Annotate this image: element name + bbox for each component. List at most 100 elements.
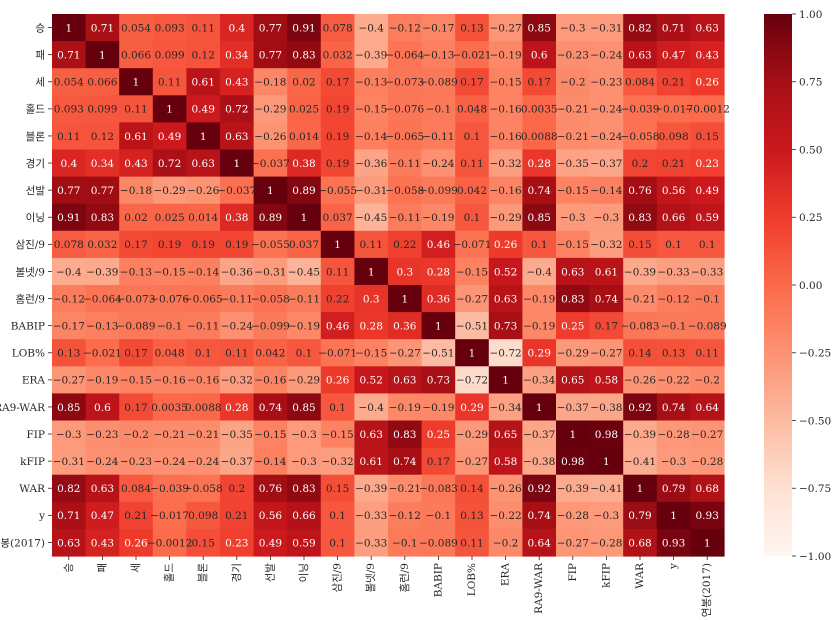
heatmap-cell <box>656 528 691 557</box>
cell-value-label: 0.56 <box>259 510 283 522</box>
cell-value-label: −0.22 <box>490 510 522 522</box>
heatmap-cell <box>119 447 154 476</box>
heatmap-cell <box>52 149 87 178</box>
heatmap-cell <box>589 285 624 313</box>
heatmap-cell <box>152 393 187 422</box>
heatmap-cell <box>690 149 725 178</box>
cell-value-label: 0.47 <box>91 510 114 522</box>
cell-value-label: −0.14 <box>187 266 219 278</box>
cell-value-label: −0.3 <box>291 456 317 468</box>
heatmap-cell <box>522 420 557 449</box>
heatmap-cell <box>320 41 355 69</box>
heatmap-cell <box>690 176 725 205</box>
cell-value-label: −0.099 <box>251 320 290 332</box>
cell-value-label: 0.71 <box>662 22 685 34</box>
heatmap-cell <box>119 41 154 69</box>
cell-value-label: −0.19 <box>523 293 555 305</box>
cell-value-label: −0.3 <box>560 22 586 34</box>
heatmap-cell <box>287 122 322 151</box>
cell-value-label: 0.25 <box>427 429 450 441</box>
cell-value-label: −0.32 <box>590 239 622 251</box>
cell-value-label: 0.14 <box>628 348 652 360</box>
heatmap-cell <box>656 41 691 69</box>
heatmap-cell <box>623 122 658 151</box>
heatmap-cell <box>85 41 120 69</box>
cell-value-label: −0.27 <box>691 429 723 441</box>
cell-value-label: 0.26 <box>124 537 148 549</box>
cell-value-label: −0.039 <box>621 104 660 116</box>
heatmap-cell <box>85 501 120 530</box>
cell-value-label: 0.82 <box>628 22 651 34</box>
heatmap-cell <box>388 312 423 340</box>
cell-value-label: 0.14 <box>460 483 484 495</box>
heatmap-cell <box>119 393 154 422</box>
heatmap-cell <box>354 95 389 123</box>
heatmap-cell <box>186 41 221 69</box>
heatmap-cell <box>589 366 624 394</box>
cell-value-label: −0.15 <box>355 104 387 116</box>
cell-value-label: −0.15 <box>120 375 152 387</box>
cell-value-label: 0.037 <box>289 239 319 251</box>
colorbar-tick-label: −1.00 <box>799 551 831 563</box>
y-tick-label: 경기 <box>26 157 45 170</box>
heatmap-cell <box>85 14 120 42</box>
cell-value-label: 1 <box>334 239 341 251</box>
cell-value-label: −0.16 <box>187 375 219 387</box>
cell-value-label: 1 <box>99 49 106 61</box>
cell-value-label: −0.34 <box>523 375 555 387</box>
heatmap-cell <box>220 122 255 151</box>
heatmap-cell <box>220 230 255 259</box>
cell-value-label: −0.13 <box>120 266 152 278</box>
cell-value-label: 0.26 <box>696 77 720 89</box>
heatmap-cell <box>354 285 389 313</box>
heatmap-cell <box>388 149 423 178</box>
cell-value-label: 0.1 <box>464 131 481 143</box>
cell-value-label: −0.19 <box>490 49 522 61</box>
heatmap-cell <box>253 41 288 69</box>
cell-value-label: −0.064 <box>83 293 122 305</box>
heatmap-cell <box>589 312 624 340</box>
cell-value-label: −0.15 <box>154 266 186 278</box>
cell-value-label: −0.24 <box>187 456 219 468</box>
heatmap-cell <box>320 339 355 367</box>
cell-value-label: −0.39 <box>624 266 656 278</box>
cell-value-label: −0.083 <box>419 483 458 495</box>
heatmap-cell <box>186 420 221 449</box>
cell-value-label: 0.032 <box>323 49 353 61</box>
cell-value-label: −0.29 <box>456 429 488 441</box>
cell-value-label: −0.15 <box>557 185 589 197</box>
cell-value-label: −0.35 <box>221 429 253 441</box>
cell-value-label: −0.021 <box>453 49 492 61</box>
heatmap-cell <box>623 203 658 232</box>
heatmap-cell <box>421 528 456 557</box>
cell-value-label: 0.1 <box>464 212 481 224</box>
heatmap-cell <box>152 339 187 367</box>
cell-value-label: 0.28 <box>427 266 450 278</box>
cell-value-label: 0.093 <box>155 22 185 34</box>
cell-value-label: 0.46 <box>326 320 350 332</box>
colorbar-tick-label: 1.00 <box>799 9 822 21</box>
cell-value-label: 0.13 <box>57 348 80 360</box>
cell-value-label: 0.63 <box>225 131 248 143</box>
heatmap-cell <box>388 366 423 394</box>
heatmap-cell <box>220 285 255 313</box>
heatmap-cell <box>488 122 523 151</box>
heatmap-cell <box>522 176 557 205</box>
heatmap-cell <box>253 393 288 422</box>
heatmap-cells <box>52 14 725 557</box>
heatmap-cell <box>85 176 120 205</box>
heatmap-cell <box>455 285 490 313</box>
heatmap-cell <box>287 420 322 449</box>
heatmap-cell <box>656 95 691 123</box>
cell-value-label: 0.17 <box>124 402 147 414</box>
heatmap-cell <box>589 474 624 503</box>
cell-value-label: 0.21 <box>225 510 248 522</box>
cell-value-label: 0.12 <box>192 49 215 61</box>
heatmap-cell <box>186 176 221 205</box>
heatmap-cell <box>388 176 423 205</box>
cell-value-label: −0.089 <box>688 320 727 332</box>
cell-value-label: 0.025 <box>289 104 319 116</box>
cell-value-label: −0.27 <box>53 375 85 387</box>
heatmap-cell <box>656 339 691 367</box>
heatmap-cell <box>52 68 87 96</box>
